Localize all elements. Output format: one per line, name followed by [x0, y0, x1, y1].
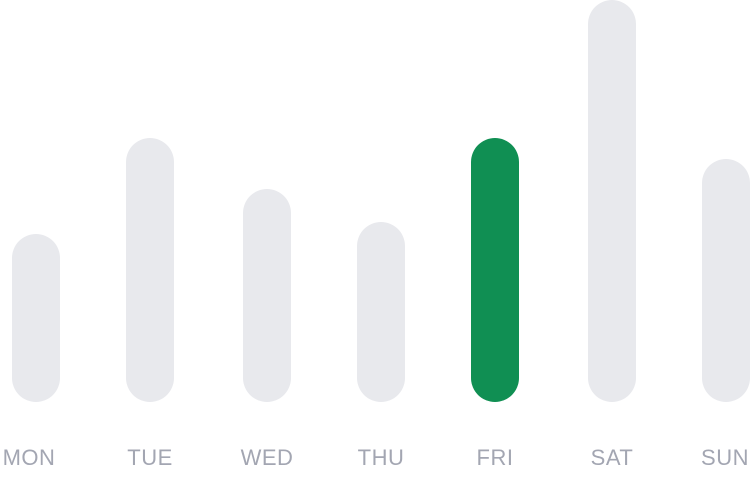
- tick-label-sat: SAT: [591, 445, 634, 470]
- bar-sat[interactable]: [588, 0, 636, 402]
- bar-wed[interactable]: [243, 189, 291, 402]
- tick-label-mon: MON: [3, 445, 56, 470]
- bar-fri-highlighted[interactable]: [471, 138, 519, 402]
- tick-label-tue: TUE: [127, 445, 173, 470]
- tick-label-fri: FRI: [477, 445, 514, 470]
- day-labels-group: MON TUE WED THU FRI SAT SUN: [3, 445, 749, 470]
- tick-label-thu: THU: [358, 445, 405, 470]
- tick-label-sun: SUN: [701, 445, 749, 470]
- bar-sun[interactable]: [702, 159, 750, 402]
- bar-thu[interactable]: [357, 222, 405, 402]
- bar-tue[interactable]: [126, 138, 174, 402]
- bars-group: [12, 0, 750, 402]
- tick-label-wed: WED: [241, 445, 294, 470]
- bar-mon[interactable]: [12, 234, 60, 402]
